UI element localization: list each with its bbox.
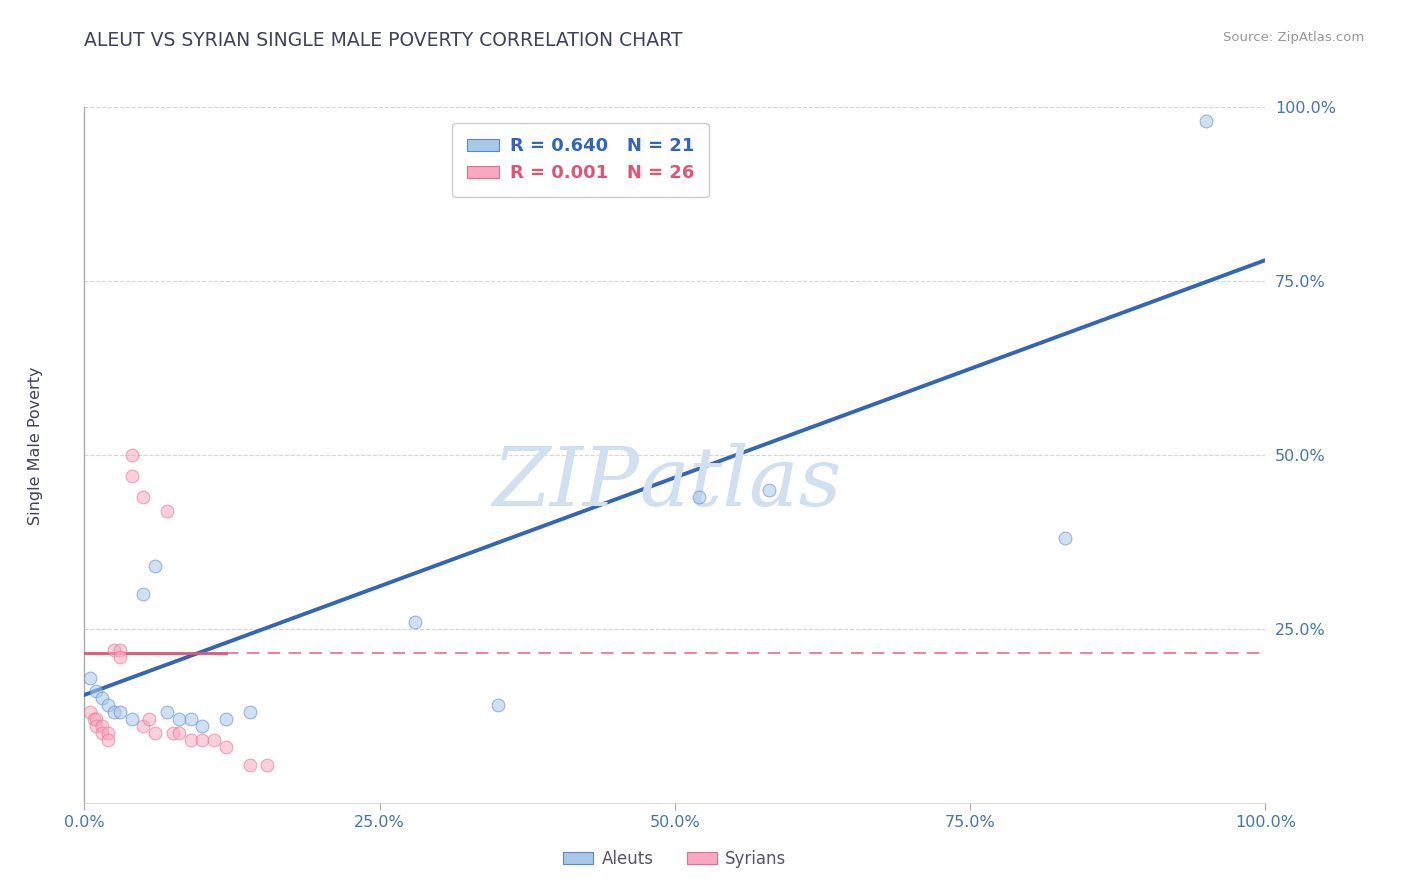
- Point: [108, 642, 131, 657]
- Point: [91, 691, 114, 706]
- Point: [132, 587, 155, 601]
- Point: [215, 712, 238, 726]
- Point: [180, 712, 202, 726]
- Point: [97, 733, 120, 747]
- Point: [121, 448, 143, 462]
- Point: [143, 559, 166, 574]
- Point: [239, 757, 262, 772]
- Point: [79, 706, 101, 720]
- Point: [132, 490, 155, 504]
- Point: [162, 726, 184, 740]
- Point: [121, 712, 143, 726]
- Point: [191, 733, 214, 747]
- Point: [91, 726, 114, 740]
- Point: [84, 712, 107, 726]
- Point: [191, 719, 214, 733]
- Point: [83, 712, 105, 726]
- Text: Source: ZipAtlas.com: Source: ZipAtlas.com: [1223, 31, 1364, 45]
- Point: [202, 733, 225, 747]
- Point: [239, 706, 262, 720]
- Point: [84, 684, 107, 698]
- Text: Single Male Poverty: Single Male Poverty: [28, 367, 42, 525]
- Point: [108, 706, 131, 720]
- Point: [1053, 532, 1076, 546]
- Point: [404, 615, 426, 629]
- Point: [486, 698, 509, 713]
- Point: [143, 726, 166, 740]
- Text: ALEUT VS SYRIAN SINGLE MALE POVERTY CORRELATION CHART: ALEUT VS SYRIAN SINGLE MALE POVERTY CORR…: [84, 31, 683, 50]
- Point: [167, 726, 190, 740]
- Point: [688, 490, 710, 504]
- Text: ZIP: ZIP: [492, 442, 640, 523]
- Point: [103, 642, 125, 657]
- Point: [1195, 114, 1218, 128]
- Point: [215, 740, 238, 755]
- Point: [180, 733, 202, 747]
- Point: [91, 719, 114, 733]
- Point: [156, 503, 179, 517]
- Point: [108, 649, 131, 664]
- Legend: Aleuts, Syrians: Aleuts, Syrians: [557, 843, 793, 874]
- Point: [167, 712, 190, 726]
- Point: [103, 706, 125, 720]
- Point: [138, 712, 160, 726]
- Point: [156, 706, 179, 720]
- Point: [132, 719, 155, 733]
- Point: [758, 483, 780, 497]
- Text: atlas: atlas: [640, 442, 842, 523]
- Point: [256, 757, 278, 772]
- Point: [121, 468, 143, 483]
- Point: [84, 719, 107, 733]
- Point: [97, 698, 120, 713]
- Point: [97, 726, 120, 740]
- Point: [79, 671, 101, 685]
